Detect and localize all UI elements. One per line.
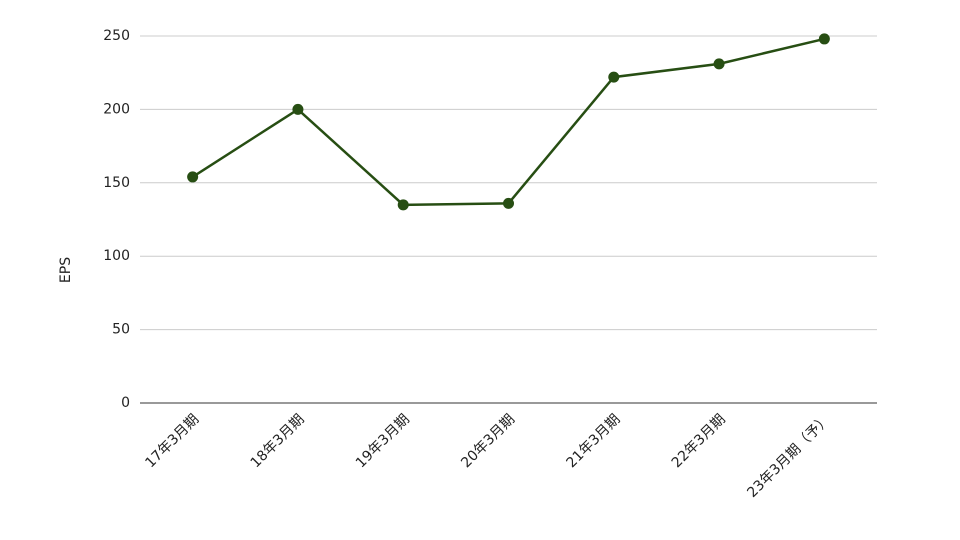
x-tick-label: 18年3月期 (248, 411, 308, 471)
y-tick-label: 100 (103, 248, 130, 264)
y-axis-label: EPS (58, 257, 74, 283)
data-point (292, 103, 304, 115)
x-tick-label: 22年3月期 (669, 411, 729, 471)
y-tick-label: 250 (103, 28, 130, 44)
x-tick-label: 23年3月期（予） (744, 411, 834, 501)
data-point (608, 71, 620, 83)
x-tick-label: 19年3月期 (353, 411, 413, 471)
data-point (503, 197, 514, 209)
x-tick-label: 20年3月期 (458, 411, 518, 471)
x-tick-label: 21年3月期 (564, 411, 624, 471)
x-tick-label: 17年3月期 (142, 411, 202, 471)
y-tick-label: 200 (103, 101, 130, 117)
data-point (713, 58, 725, 70)
y-tick-label: 50 (112, 322, 130, 338)
series-line (191, 37, 825, 207)
data-point (397, 199, 409, 211)
data-point (187, 171, 199, 183)
y-tick-label: 0 (121, 395, 130, 411)
data-point (818, 33, 830, 45)
y-tick-label: 150 (103, 175, 130, 191)
